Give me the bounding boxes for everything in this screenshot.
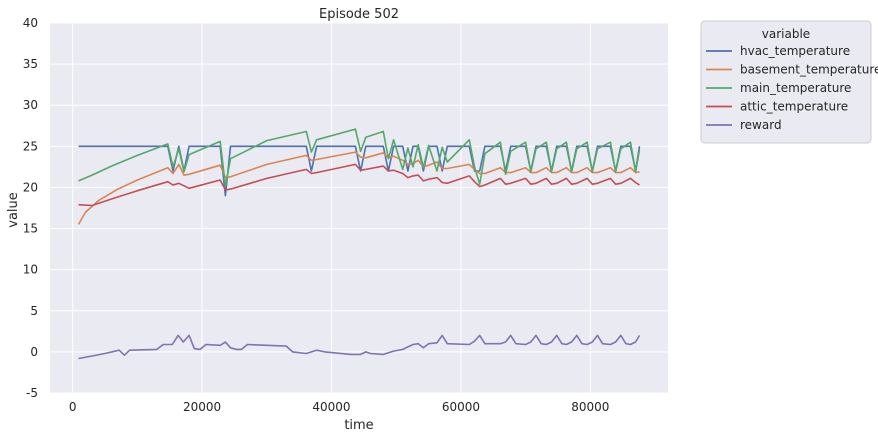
y-tick-label: 20	[23, 180, 38, 194]
legend-label-basement_temperature: basement_temperature	[740, 63, 878, 77]
series-line-reward	[78, 334, 641, 360]
grid-lines	[50, 22, 668, 394]
x-tick-label: 40000	[312, 400, 350, 414]
y-tick-label: 30	[23, 98, 38, 112]
legend-label-hvac_temperature: hvac_temperature	[740, 44, 850, 58]
y-tick-label: 0	[30, 345, 38, 359]
y-tick-label: -5	[26, 386, 38, 400]
y-axis-label: value	[6, 192, 21, 228]
series-line-attic_temperature	[78, 163, 640, 207]
legend-label-attic_temperature: attic_temperature	[740, 100, 848, 114]
series-line-main_temperature	[78, 128, 641, 187]
x-tick-label: 60000	[442, 400, 480, 414]
x-tick-label: 0	[69, 400, 77, 414]
legend-label-main_temperature: main_temperature	[740, 81, 851, 95]
x-tick-label: 80000	[571, 400, 609, 414]
y-tick-label: 25	[23, 139, 38, 153]
series-lines	[77, 128, 641, 360]
y-tick-labels: -5 0 5 10 15 20 25 30 35 40	[23, 16, 38, 400]
legend: variable hvac_temperature basement_temper…	[700, 20, 878, 144]
x-axis-label: time	[344, 418, 373, 433]
y-tick-label: 40	[23, 16, 38, 30]
y-tick-label: 5	[30, 304, 38, 318]
x-tick-label: 20000	[183, 400, 221, 414]
y-tick-label: 35	[23, 57, 38, 71]
series-line-basement_temperature	[77, 151, 640, 225]
plot-area	[50, 23, 668, 393]
x-tick-labels: 0 20000 40000 60000 80000	[69, 400, 610, 414]
y-tick-label: 10	[23, 263, 38, 277]
legend-title: variable	[762, 27, 810, 41]
y-tick-label: 15	[23, 222, 38, 236]
legend-label-reward: reward	[740, 118, 782, 132]
chart-title: Episode 502	[319, 7, 399, 22]
legend-box	[700, 20, 872, 144]
